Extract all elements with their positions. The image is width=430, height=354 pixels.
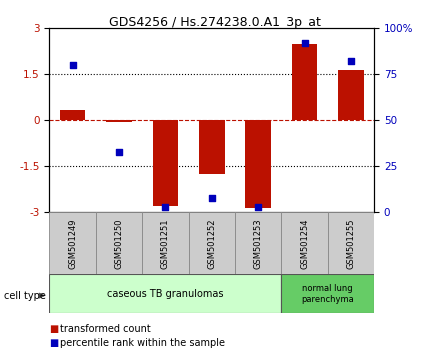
Point [255, 204, 261, 210]
Text: caseous TB granulomas: caseous TB granulomas [107, 289, 224, 299]
Point [162, 204, 169, 210]
Text: GSM501255: GSM501255 [347, 218, 356, 269]
Bar [60, 110, 86, 120]
Text: GSM501251: GSM501251 [161, 218, 170, 269]
Bar [49, 212, 96, 274]
Bar [189, 212, 235, 274]
Text: cell type: cell type [4, 291, 46, 301]
Bar [281, 274, 374, 313]
Text: ■: ■ [49, 338, 59, 348]
Bar [153, 120, 178, 206]
Bar [281, 212, 328, 274]
Bar [96, 212, 142, 274]
Text: GSM501253: GSM501253 [254, 218, 263, 269]
Bar [246, 120, 271, 208]
Point [116, 149, 123, 154]
Point [347, 59, 354, 64]
Point [301, 40, 308, 46]
Text: percentile rank within the sample: percentile rank within the sample [60, 338, 225, 348]
Text: ■: ■ [49, 324, 59, 333]
Bar [292, 44, 317, 120]
Text: normal lung
parenchyma: normal lung parenchyma [301, 284, 354, 303]
Bar [235, 212, 281, 274]
Bar [338, 70, 364, 120]
Point [209, 195, 215, 200]
Text: GSM501250: GSM501250 [114, 218, 123, 269]
Text: transformed count: transformed count [60, 324, 151, 333]
Bar [49, 274, 281, 313]
Text: GSM501252: GSM501252 [207, 218, 216, 269]
Bar [199, 120, 224, 174]
Point [69, 62, 76, 68]
Bar [328, 212, 374, 274]
Text: GSM501249: GSM501249 [68, 218, 77, 269]
Bar [106, 120, 132, 122]
Bar [142, 212, 189, 274]
Text: GDS4256 / Hs.274238.0.A1_3p_at: GDS4256 / Hs.274238.0.A1_3p_at [109, 16, 321, 29]
Text: GSM501254: GSM501254 [300, 218, 309, 269]
